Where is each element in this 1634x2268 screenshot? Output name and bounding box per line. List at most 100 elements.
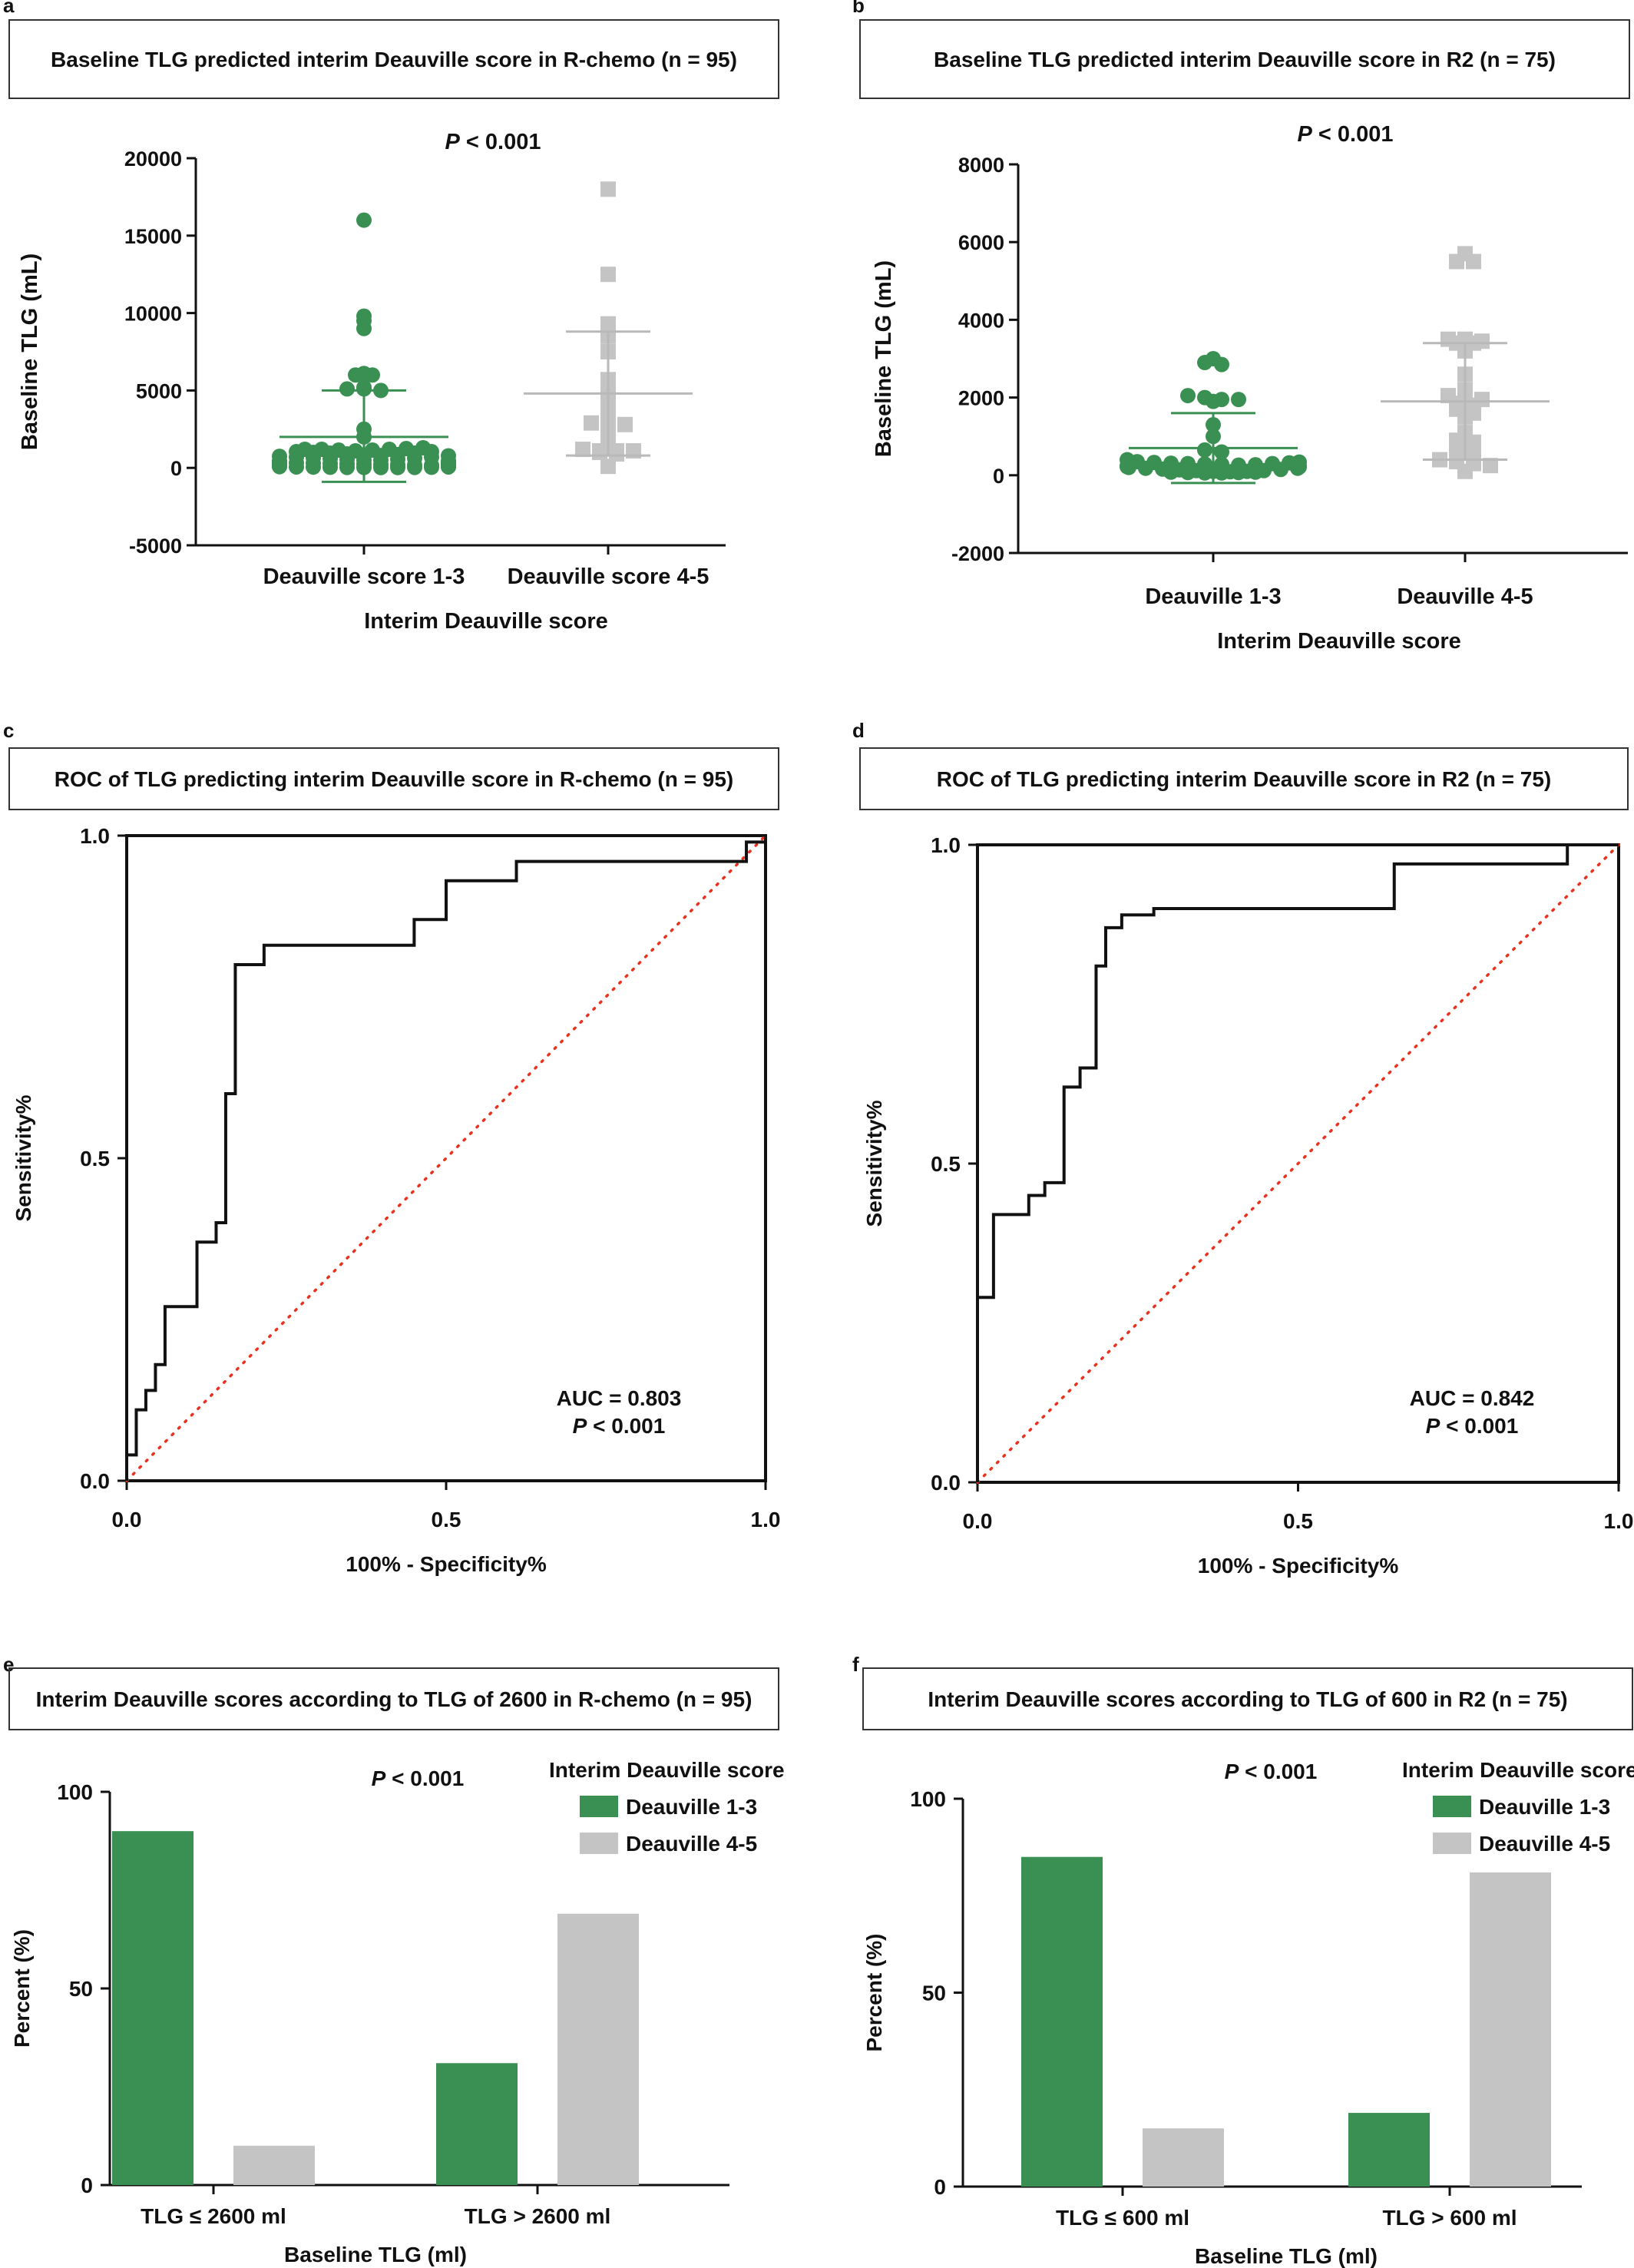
panel-title: ROC of TLG predicting interim Deauville … — [55, 767, 734, 791]
data-point — [297, 442, 313, 458]
y-tick-label: 0 — [993, 465, 1004, 488]
data-point — [415, 439, 431, 455]
y-tick-label: 0.0 — [931, 1471, 961, 1495]
bar — [1143, 2128, 1224, 2187]
data-point — [1440, 331, 1456, 347]
data-point — [1214, 456, 1229, 472]
data-point — [314, 442, 329, 458]
x-tick-label: Deauville 4-5 — [1397, 584, 1533, 609]
x-axis-label: 100% - Specificity% — [346, 1552, 547, 1576]
data-point — [1130, 454, 1145, 470]
y-tick-label: 100 — [910, 1787, 946, 1811]
panel-letter: a — [3, 0, 15, 17]
data-point — [1231, 392, 1246, 408]
auc-label: AUC = 0.842 — [1410, 1386, 1535, 1410]
legend-swatch — [1433, 1796, 1471, 1817]
data-point — [1474, 333, 1490, 349]
bar — [1348, 2113, 1430, 2187]
data-point — [600, 459, 616, 475]
title-box — [862, 1667, 1633, 1730]
legend-label: Deauville 4-5 — [626, 1832, 757, 1856]
y-axis-label: Sensitivity% — [862, 1100, 886, 1227]
panel-letter: b — [852, 0, 865, 17]
data-point — [382, 442, 397, 458]
data-point — [584, 415, 599, 431]
bar — [1470, 1872, 1551, 2187]
data-point — [1197, 456, 1212, 472]
panel-f: f Interim Deauville scores according to T… — [852, 1653, 1634, 2268]
x-axis-label: Interim Deauville score — [1217, 629, 1461, 654]
x-tick-label: 0.5 — [1283, 1509, 1313, 1533]
y-tick-label: 0.5 — [931, 1152, 961, 1176]
y-tick-label: 0.0 — [80, 1469, 110, 1493]
x-axis-label: Baseline TLG (ml) — [1195, 2244, 1378, 2268]
x-axis-label: 100% - Specificity% — [1198, 1554, 1399, 1578]
data-point — [1483, 458, 1498, 474]
data-point — [1474, 392, 1490, 408]
data-point — [356, 366, 372, 382]
data-point — [1197, 442, 1212, 458]
data-point — [617, 416, 633, 432]
legend-swatch — [1433, 1833, 1471, 1854]
bar — [112, 1831, 194, 2185]
x-tick-label: TLG ≤ 2600 ml — [141, 2204, 286, 2228]
legend-title: Interim Deauville score — [549, 1758, 785, 1782]
x-axis-label: Interim Deauville score — [364, 609, 608, 634]
x-tick-label: 0.0 — [112, 1508, 142, 1531]
y-axis-label: Baseline TLG (mL) — [872, 260, 896, 457]
data-point — [1163, 455, 1179, 472]
y-tick-label: 5000 — [136, 379, 182, 402]
reference-line — [125, 834, 767, 1482]
panel-title: Interim Deauville scores according to TL… — [928, 1687, 1567, 1711]
y-tick-label: 6000 — [958, 231, 1004, 254]
panel-letter: e — [3, 1653, 14, 1676]
panel-title: ROC of TLG predicting interim Deauville … — [937, 767, 1552, 791]
title-box — [8, 747, 779, 810]
bar — [436, 2063, 518, 2185]
y-tick-label: 100 — [57, 1780, 93, 1804]
panel-title: Baseline TLG predicted interim Deauville… — [934, 48, 1556, 71]
y-tick-label: 4000 — [958, 309, 1004, 332]
bar — [1021, 1856, 1103, 2187]
y-tick-label: 1.0 — [931, 833, 961, 857]
legend-swatch — [580, 1796, 618, 1817]
data-point — [1180, 455, 1196, 472]
bar — [233, 2145, 315, 2185]
y-axis-label: Percent (%) — [10, 1929, 34, 2048]
y-tick-label: 15000 — [124, 225, 182, 248]
panel-letter: f — [852, 1653, 859, 1676]
data-point — [1231, 457, 1246, 473]
data-point — [600, 316, 616, 332]
panel-a: a Baseline TLG predicted interim Deauvill… — [3, 0, 779, 634]
legend-label: Deauville 1-3 — [626, 1795, 757, 1819]
legend-label: Deauville 1-3 — [1479, 1795, 1610, 1819]
title-box — [859, 19, 1630, 99]
roc-curve — [125, 836, 767, 1481]
p-value: P < 0.001 — [573, 1414, 666, 1438]
data-point — [1206, 351, 1221, 366]
panel-c: c ROC of TLG predicting interim Deauville… — [3, 719, 780, 1576]
p-value: P < 0.001 — [1298, 122, 1394, 147]
panel-d: d ROC of TLG predicting interim Deauville… — [852, 719, 1633, 1578]
data-point — [1214, 392, 1229, 408]
legend-title: Interim Deauville score — [1402, 1758, 1634, 1782]
y-tick-label: 0 — [934, 2175, 946, 2199]
data-point — [399, 441, 414, 456]
data-point — [1440, 388, 1456, 404]
y-tick-label: 8000 — [958, 154, 1004, 177]
auc-label: AUC = 0.803 — [557, 1386, 682, 1410]
x-tick-label: TLG > 2600 ml — [465, 2204, 611, 2228]
y-tick-label: -5000 — [129, 535, 182, 558]
p-value: P < 0.001 — [1426, 1414, 1519, 1438]
data-point — [356, 212, 372, 228]
panel-title: Interim Deauville scores according to TL… — [36, 1687, 752, 1711]
x-tick-label: 0.0 — [963, 1509, 993, 1533]
data-point — [1197, 389, 1212, 406]
data-point — [356, 308, 372, 324]
x-tick-label: TLG > 600 ml — [1382, 2206, 1517, 2230]
x-tick-label: 1.0 — [1604, 1509, 1634, 1533]
roc-curve — [976, 843, 1619, 1482]
data-point — [1449, 454, 1464, 470]
data-point — [339, 381, 355, 397]
